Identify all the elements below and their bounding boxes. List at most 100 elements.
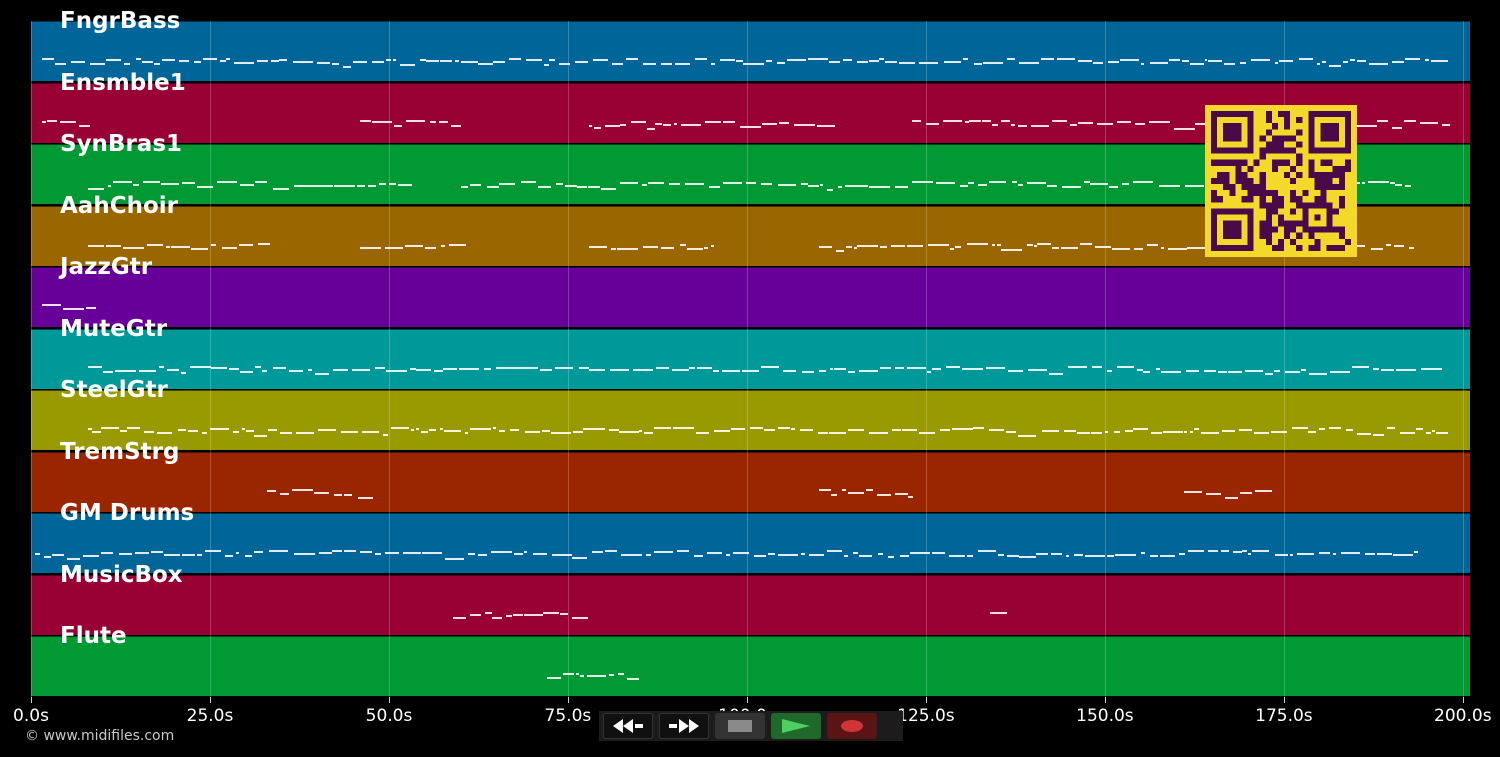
note (506, 615, 512, 617)
note (1208, 550, 1218, 552)
note (513, 553, 523, 555)
note (372, 61, 384, 63)
note (85, 307, 97, 309)
note (1207, 60, 1222, 62)
note (1108, 61, 1120, 63)
note (451, 125, 461, 127)
note (262, 370, 268, 372)
fast-forward-button[interactable] (659, 713, 709, 739)
note (1377, 120, 1388, 122)
note (761, 123, 778, 125)
note (444, 430, 462, 432)
note (779, 122, 790, 124)
note (708, 186, 721, 188)
note (884, 61, 898, 63)
note (731, 428, 746, 430)
note (267, 490, 277, 492)
note (83, 555, 100, 557)
note (1174, 128, 1196, 130)
note (512, 614, 523, 616)
note (342, 66, 351, 68)
tick-mark (389, 697, 390, 703)
note (808, 185, 820, 187)
note (424, 247, 436, 249)
note (352, 61, 367, 63)
note (661, 247, 675, 249)
note (459, 368, 480, 370)
record-button[interactable] (827, 713, 877, 739)
note (360, 120, 372, 122)
note (879, 58, 885, 60)
note (977, 184, 988, 186)
note (1181, 60, 1190, 62)
note (43, 556, 51, 558)
note (1392, 61, 1404, 63)
note (478, 63, 493, 65)
note (1183, 431, 1187, 433)
note (733, 552, 749, 554)
note (1141, 552, 1145, 554)
note (831, 494, 838, 496)
note (965, 121, 969, 123)
note (202, 432, 207, 434)
note (848, 371, 855, 373)
note (778, 554, 798, 556)
note (79, 125, 91, 127)
note (589, 369, 606, 371)
note (843, 59, 853, 61)
note (439, 428, 444, 430)
note (694, 555, 703, 557)
fast-forward-icon (669, 719, 699, 733)
note (493, 427, 496, 429)
note (280, 493, 290, 495)
note (397, 184, 413, 186)
note (630, 121, 646, 123)
note (1092, 366, 1102, 368)
note (722, 370, 741, 372)
note (909, 552, 931, 554)
note (411, 429, 415, 431)
rewind-button[interactable] (603, 713, 653, 739)
note (334, 185, 355, 187)
note (1018, 125, 1028, 127)
note (992, 244, 996, 246)
note (89, 63, 105, 65)
note (633, 369, 654, 371)
note (1361, 182, 1365, 184)
copyright-text: © www.midifiles.com (25, 728, 175, 744)
note (713, 430, 730, 432)
note (135, 58, 141, 60)
track-lane-musicbox: MusicBox (31, 564, 1470, 635)
note (564, 185, 577, 187)
note (228, 368, 239, 370)
note (221, 247, 237, 249)
note (828, 432, 847, 434)
note (800, 429, 813, 431)
note (1271, 431, 1288, 433)
note (544, 64, 549, 66)
track-name-label: AahChoir (60, 193, 178, 219)
note (389, 183, 397, 185)
note (1117, 121, 1131, 123)
note (1151, 432, 1163, 434)
note (676, 550, 690, 552)
stop-button[interactable] (715, 713, 765, 739)
note (180, 372, 187, 374)
track-name-label: SteelGtr (60, 377, 168, 403)
note (88, 366, 102, 368)
note (1136, 369, 1143, 371)
note (1061, 247, 1078, 249)
note (675, 63, 690, 65)
play-button[interactable] (771, 713, 821, 739)
note (92, 431, 101, 433)
note (1041, 58, 1055, 60)
note (532, 553, 547, 555)
track-notes (31, 453, 1470, 513)
tick-label: 150.0s (1076, 706, 1134, 726)
note (315, 185, 333, 187)
note (1179, 553, 1186, 555)
note (619, 182, 638, 184)
note (1377, 553, 1392, 555)
note (1403, 120, 1416, 122)
note (120, 430, 127, 432)
